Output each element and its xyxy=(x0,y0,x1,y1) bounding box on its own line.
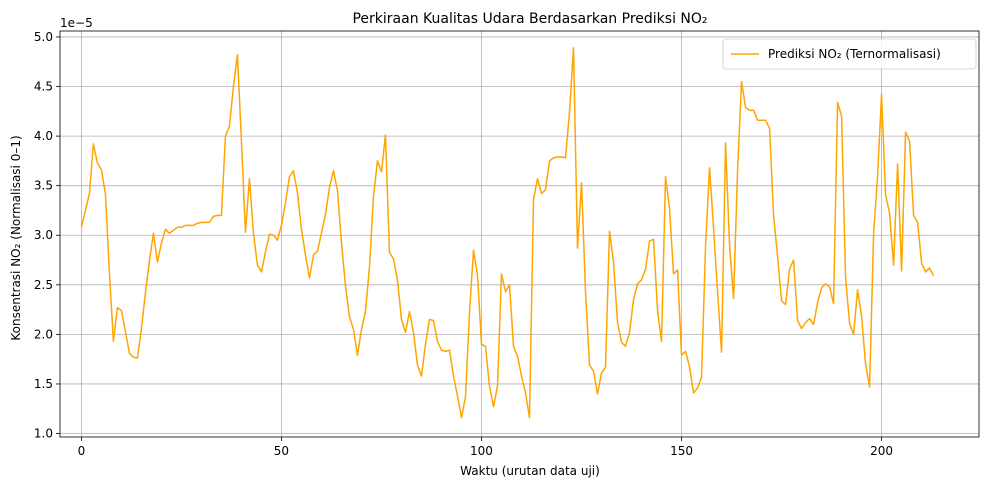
plot-frame xyxy=(59,30,980,438)
y-tick-label: 4.5 xyxy=(34,80,53,94)
y-tick-label: 1.5 xyxy=(34,377,53,391)
y-axis-offset-label: 1e−5 xyxy=(60,16,93,30)
y-axis-label: Konsentrasi NO₂ (Normalisasi 0–1) xyxy=(9,135,23,340)
x-tick-label: 150 xyxy=(670,444,693,458)
y-tick-label: 1.0 xyxy=(34,427,53,441)
y-tick-label: 3.0 xyxy=(34,228,53,242)
y-tick-label: 4.0 xyxy=(34,129,53,143)
y-tick-label: 5.0 xyxy=(34,30,53,44)
grid-layer xyxy=(60,31,979,437)
x-tick-label: 50 xyxy=(274,444,289,458)
x-tick-label: 100 xyxy=(470,444,493,458)
ticks-layer: 0 50 100 150 200 1.0 1.5 2.0 2.5 3.0 3.5 4.0 4.5 5.0 xyxy=(34,30,893,458)
y-tick-label: 3.5 xyxy=(34,179,53,193)
legend-label: Prediksi NO₂ (Ternormalisasi) xyxy=(768,47,941,61)
x-tick-label: 0 xyxy=(78,444,86,458)
series-line xyxy=(80,47,935,419)
series-layer xyxy=(80,47,935,419)
chart-title: Perkiraan Kualitas Udara Berdasarkan Pre… xyxy=(352,11,707,27)
legend-box xyxy=(722,38,977,70)
y-tick-label: 2.0 xyxy=(34,327,53,341)
x-tick-label: 200 xyxy=(870,444,893,458)
y-tick-label: 2.5 xyxy=(34,278,53,292)
legend: Prediksi NO₂ (Ternormalisasi) xyxy=(722,38,977,70)
x-axis-label: Waktu (urutan data uji) xyxy=(460,464,600,478)
